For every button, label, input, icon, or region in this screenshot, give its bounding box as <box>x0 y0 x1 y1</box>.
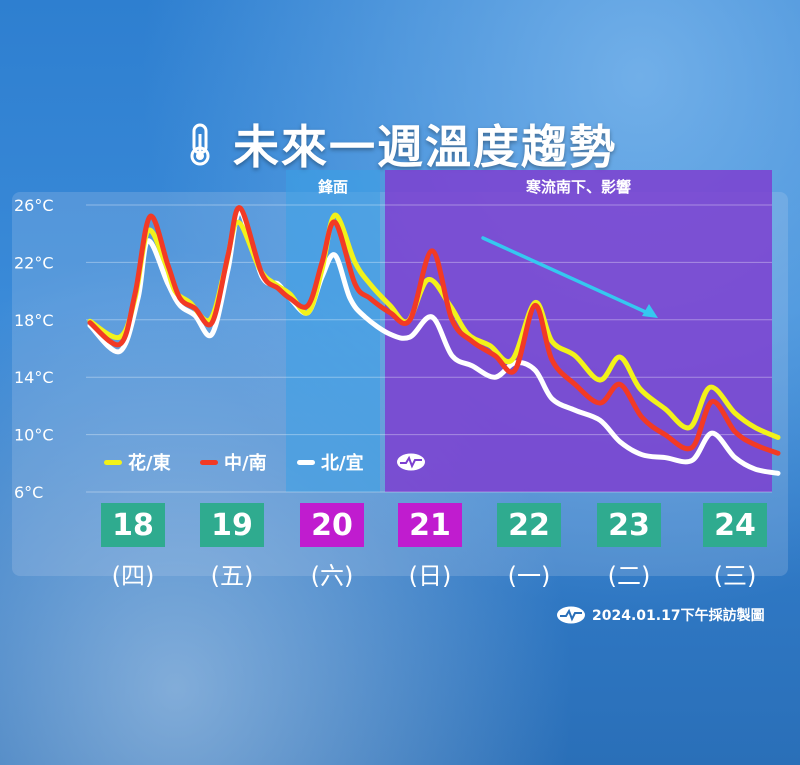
day-date-box: 23 <box>597 503 661 547</box>
y-tick-label: 14°C <box>14 368 54 387</box>
legend-item: 北/宜 <box>297 450 364 474</box>
y-tick-label: 18°C <box>14 311 54 330</box>
legend-label: 中/南 <box>224 453 267 474</box>
day-date-box: 19 <box>200 503 264 547</box>
day-date-box: 18 <box>101 503 165 547</box>
day-weekday-label: (日) <box>408 562 452 590</box>
trend-arrow <box>481 236 652 316</box>
agency-logo-icon <box>397 453 425 471</box>
trend-arrow-head <box>642 304 658 318</box>
day-date-box: 22 <box>497 503 561 547</box>
day-weekday-label: (四) <box>111 562 155 590</box>
thermometer-icon <box>190 123 210 166</box>
day-weekday-label: (二) <box>607 562 651 590</box>
day-date-box: 21 <box>398 503 462 547</box>
day-date-box: 24 <box>703 503 767 547</box>
legend-label: 花/東 <box>128 453 171 474</box>
y-tick-label: 26°C <box>14 196 54 215</box>
chart-title: 未來一週溫度趨勢 <box>233 120 617 174</box>
day-weekday-label: (五) <box>210 562 254 590</box>
series-line-0 <box>87 212 781 440</box>
day-date-box: 20 <box>300 503 364 547</box>
agency-logo-icon <box>557 606 585 624</box>
legend-item: 花/東 <box>104 450 171 474</box>
day-weekday-label: (一) <box>507 562 551 590</box>
band-label: 寒流南下、影響 <box>526 178 631 196</box>
legend-swatch <box>297 459 315 465</box>
band-label: 鋒面 <box>317 178 348 196</box>
legend-logo <box>396 450 426 474</box>
y-tick-label: 10°C <box>14 426 54 445</box>
series-line-1 <box>87 205 781 456</box>
day-weekday-label: (六) <box>310 562 354 590</box>
title-row: 未來一週溫度趨勢 <box>0 112 800 176</box>
legend-label: 北/宜 <box>321 453 364 474</box>
y-tick-label: 6°C <box>14 483 43 502</box>
source-text: 2024.01.17下午採訪製圖 <box>592 608 765 624</box>
source-credit: 2024.01.17下午採訪製圖 <box>556 604 765 626</box>
legend-swatch <box>104 459 122 465</box>
legend-item: 中/南 <box>200 450 267 474</box>
series-line-2 <box>87 209 781 476</box>
day-weekday-label: (三) <box>713 562 757 590</box>
legend-swatch <box>200 459 218 465</box>
y-tick-label: 22°C <box>14 253 54 272</box>
